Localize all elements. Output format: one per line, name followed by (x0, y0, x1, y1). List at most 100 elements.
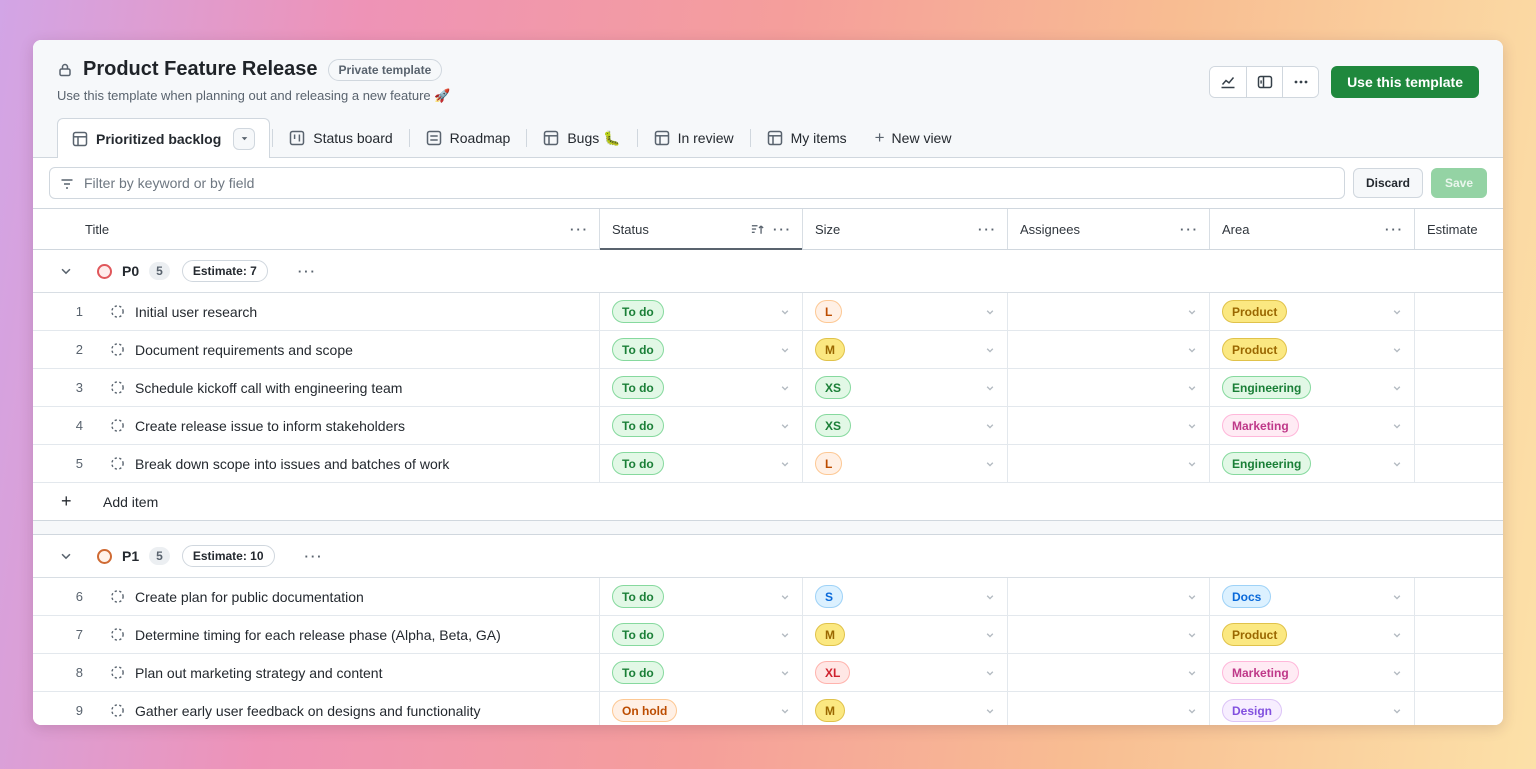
column-menu-icon[interactable]: ··· (570, 221, 589, 237)
title-cell[interactable]: 2 Document requirements and scope (33, 331, 600, 368)
tab-options-caret-icon[interactable] (233, 127, 256, 150)
status-cell[interactable]: To do (600, 654, 803, 691)
column-header-assignees[interactable]: Assignees ··· (1008, 209, 1210, 249)
column-header-status[interactable]: Status ··· (600, 209, 803, 250)
assignees-cell[interactable] (1008, 616, 1210, 653)
size-cell[interactable]: M (803, 692, 1008, 725)
item-title[interactable]: Create release issue to inform stakehold… (135, 417, 406, 434)
assignees-cell[interactable] (1008, 331, 1210, 368)
size-cell[interactable]: S (803, 578, 1008, 615)
side-panel-icon[interactable] (1246, 67, 1283, 97)
status-cell[interactable]: To do (600, 445, 803, 482)
title-cell[interactable]: 1 Initial user research (33, 293, 600, 330)
area-cell[interactable]: Docs (1210, 578, 1415, 615)
group-menu-icon[interactable]: ··· (297, 263, 317, 279)
column-header-size[interactable]: Size ··· (803, 209, 1008, 249)
new-view-button[interactable]: + New view (861, 118, 966, 158)
column-header-area[interactable]: Area ··· (1210, 209, 1415, 249)
assignees-cell[interactable] (1008, 407, 1210, 444)
size-cell[interactable]: XL (803, 654, 1008, 691)
column-menu-icon[interactable]: ··· (1180, 221, 1199, 237)
column-menu-icon[interactable]: ··· (773, 221, 792, 237)
title-cell[interactable]: 8 Plan out marketing strategy and conten… (33, 654, 600, 691)
estimate-cell[interactable] (1415, 407, 1503, 444)
area-cell[interactable]: Product (1210, 293, 1415, 330)
assignees-cell[interactable] (1008, 692, 1210, 725)
status-cell[interactable]: To do (600, 578, 803, 615)
title-cell[interactable]: 9 Gather early user feedback on designs … (33, 692, 600, 725)
size-cell[interactable]: XS (803, 369, 1008, 406)
size-cell[interactable]: M (803, 616, 1008, 653)
assignees-cell[interactable] (1008, 654, 1210, 691)
estimate-cell[interactable] (1415, 578, 1503, 615)
status-cell[interactable]: To do (600, 331, 803, 368)
item-title[interactable]: Schedule kickoff call with engineering t… (135, 379, 403, 396)
view-icon (654, 130, 670, 146)
insights-chart-icon[interactable] (1210, 67, 1247, 97)
estimate-cell[interactable] (1415, 445, 1503, 482)
assignees-cell[interactable] (1008, 369, 1210, 406)
item-title[interactable]: Create plan for public documentation (135, 588, 364, 605)
title-cell[interactable]: 7 Determine timing for each release phas… (33, 616, 600, 653)
table-row: 7 Determine timing for each release phas… (33, 616, 1503, 654)
item-title[interactable]: Break down scope into issues and batches… (135, 455, 450, 472)
area-cell[interactable]: Engineering (1210, 445, 1415, 482)
item-title[interactable]: Initial user research (135, 303, 258, 320)
item-title[interactable]: Plan out marketing strategy and content (135, 664, 383, 681)
size-cell[interactable]: L (803, 445, 1008, 482)
tab-prioritized-backlog[interactable]: Prioritized backlog (57, 118, 271, 158)
tab-roadmap[interactable]: Roadmap (412, 118, 525, 158)
status-cell[interactable]: On hold (600, 692, 803, 725)
estimate-cell[interactable] (1415, 369, 1503, 406)
area-cell[interactable]: Product (1210, 331, 1415, 368)
add-item-button[interactable]: + Add item (33, 483, 1503, 521)
size-cell[interactable]: M (803, 331, 1008, 368)
tab-status-board[interactable]: Status board (275, 118, 406, 158)
item-title[interactable]: Document requirements and scope (135, 341, 353, 358)
filter-input[interactable] (49, 167, 1345, 199)
area-cell[interactable]: Engineering (1210, 369, 1415, 406)
estimate-cell[interactable] (1415, 331, 1503, 368)
estimate-cell[interactable] (1415, 616, 1503, 653)
kebab-menu-icon[interactable] (1282, 67, 1319, 97)
status-cell[interactable]: To do (600, 407, 803, 444)
item-title[interactable]: Gather early user feedback on designs an… (135, 702, 481, 719)
chevron-down-icon[interactable] (59, 549, 73, 563)
column-header-estimate[interactable]: Estimate (1427, 221, 1478, 237)
tab-bugs[interactable]: Bugs 🐛 (529, 118, 634, 158)
size-pill: XS (815, 414, 852, 437)
group-gap (33, 521, 1503, 535)
column-menu-icon[interactable]: ··· (978, 221, 997, 237)
area-cell[interactable]: Design (1210, 692, 1415, 725)
assignees-cell[interactable] (1008, 578, 1210, 615)
status-cell[interactable]: To do (600, 369, 803, 406)
size-cell[interactable]: XS (803, 407, 1008, 444)
assignees-cell[interactable] (1008, 445, 1210, 482)
column-menu-icon[interactable]: ··· (1385, 221, 1404, 237)
title-cell[interactable]: 5 Break down scope into issues and batch… (33, 445, 600, 482)
status-cell[interactable]: To do (600, 293, 803, 330)
column-header-title[interactable]: Title ··· (33, 209, 600, 249)
estimate-cell[interactable] (1415, 654, 1503, 691)
tab-my-items[interactable]: My items (753, 118, 861, 158)
area-cell[interactable]: Marketing (1210, 654, 1415, 691)
title-cell[interactable]: 6 Create plan for public documentation (33, 578, 600, 615)
chevron-down-icon[interactable] (59, 264, 73, 278)
area-cell[interactable]: Marketing (1210, 407, 1415, 444)
estimate-cell[interactable] (1415, 293, 1503, 330)
status-cell[interactable]: To do (600, 616, 803, 653)
area-cell[interactable]: Product (1210, 616, 1415, 653)
tab-in-review[interactable]: In review (640, 118, 748, 158)
item-title[interactable]: Determine timing for each release phase … (135, 626, 501, 643)
discard-button[interactable]: Discard (1352, 168, 1423, 198)
title-cell[interactable]: 3 Schedule kickoff call with engineering… (33, 369, 600, 406)
size-cell[interactable]: L (803, 293, 1008, 330)
assignees-cell[interactable] (1008, 293, 1210, 330)
group-menu-icon[interactable]: ··· (304, 548, 324, 564)
project-header: Product Feature Release Private template… (33, 40, 1503, 158)
estimate-cell[interactable] (1415, 692, 1503, 725)
dropdown-caret-icon (1187, 668, 1201, 678)
save-button[interactable]: Save (1430, 168, 1487, 198)
use-this-template-button[interactable]: Use this template (1331, 66, 1479, 98)
title-cell[interactable]: 4 Create release issue to inform stakeho… (33, 407, 600, 444)
